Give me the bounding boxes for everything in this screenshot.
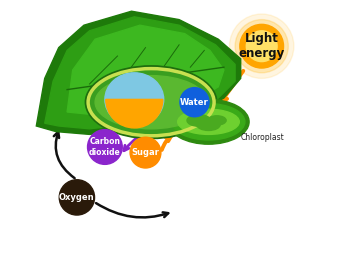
Circle shape <box>87 130 122 164</box>
Text: Chloroplast: Chloroplast <box>241 133 285 142</box>
Circle shape <box>240 24 283 68</box>
Ellipse shape <box>187 115 210 126</box>
Text: Carbon
dioxide: Carbon dioxide <box>89 137 121 157</box>
Ellipse shape <box>105 73 164 126</box>
Circle shape <box>180 88 209 117</box>
Ellipse shape <box>178 109 239 134</box>
Ellipse shape <box>85 66 217 139</box>
Circle shape <box>235 20 288 73</box>
Polygon shape <box>67 25 224 115</box>
Text: Water: Water <box>180 98 209 107</box>
Circle shape <box>229 14 294 78</box>
Circle shape <box>246 31 277 62</box>
Wedge shape <box>106 99 163 128</box>
Ellipse shape <box>208 116 226 125</box>
Ellipse shape <box>95 76 207 129</box>
Ellipse shape <box>172 104 245 140</box>
Polygon shape <box>45 17 235 129</box>
Text: Sugar: Sugar <box>132 148 159 157</box>
Text: Oxygen: Oxygen <box>59 193 95 202</box>
Ellipse shape <box>197 119 220 130</box>
Ellipse shape <box>168 99 249 144</box>
Circle shape <box>130 137 161 168</box>
Circle shape <box>59 180 94 215</box>
Ellipse shape <box>90 70 213 134</box>
Text: Light
energy: Light energy <box>239 32 285 60</box>
Polygon shape <box>36 11 241 134</box>
